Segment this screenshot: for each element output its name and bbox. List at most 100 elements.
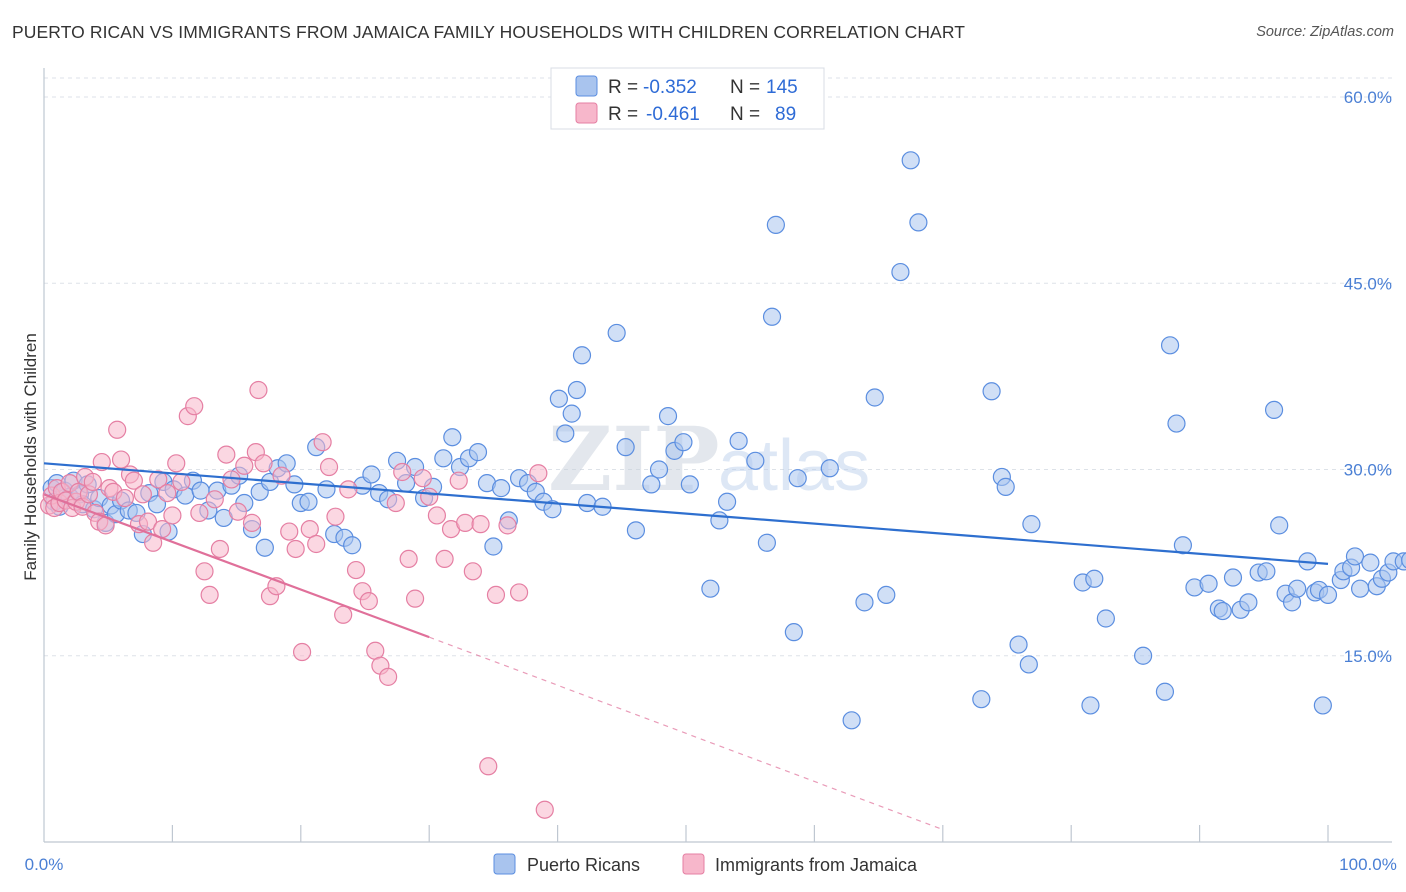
legend-item-puerto-ricans[interactable]: Puerto Ricans — [493, 853, 640, 875]
stats-r-label: R = — [608, 104, 638, 125]
point-puerto-rican — [901, 151, 920, 170]
point-puerto-rican — [1081, 696, 1100, 715]
point-puerto-rican — [1155, 682, 1175, 701]
legend-swatch-blue — [493, 853, 516, 875]
point-jamaica — [286, 539, 305, 559]
point-jamaica — [456, 513, 475, 532]
point-puerto-rican — [1270, 516, 1289, 535]
point-jamaica — [115, 488, 134, 508]
point-jamaica — [435, 549, 454, 569]
point-puerto-rican — [649, 460, 669, 479]
point-puerto-rican — [562, 404, 581, 423]
point-puerto-rican — [147, 495, 167, 514]
trend-line-jamaica-extension — [428, 636, 944, 831]
point-puerto-rican — [578, 493, 597, 513]
point-jamaica — [111, 450, 131, 469]
point-puerto-rican — [1401, 552, 1406, 569]
point-jamaica — [158, 483, 177, 503]
point-puerto-rican — [642, 475, 661, 494]
legend-swatch-blue — [575, 75, 598, 97]
point-puerto-rican — [1167, 414, 1186, 433]
point-puerto-rican — [1173, 536, 1193, 555]
point-puerto-rican — [317, 480, 336, 499]
point-puerto-rican — [701, 579, 720, 598]
point-jamaica — [200, 585, 219, 605]
y-tick-label: 60.0% — [1344, 88, 1392, 107]
point-jamaica — [319, 457, 339, 477]
point-puerto-rican — [299, 492, 318, 511]
point-jamaica — [535, 800, 554, 819]
point-jamaica — [272, 466, 291, 485]
point-jamaica — [249, 380, 268, 400]
x-tick-label-max: 100.0% — [1339, 855, 1397, 874]
point-jamaica — [242, 513, 262, 532]
trend-line-puerto-ricans — [43, 462, 1329, 565]
point-jamaica — [167, 454, 186, 473]
point-puerto-rican — [717, 492, 737, 511]
stats-n-value: 145 — [766, 77, 798, 98]
stats-legend: R = -0.352 N = 145 R = -0.461 N = 89 — [550, 67, 825, 130]
point-puerto-rican — [762, 307, 782, 326]
point-puerto-rican — [567, 380, 586, 400]
trend-lines — [43, 462, 1329, 831]
point-jamaica — [313, 433, 332, 452]
point-jamaica — [386, 493, 405, 513]
point-puerto-rican — [1009, 635, 1028, 654]
point-puerto-rican — [842, 711, 861, 730]
point-jamaica — [326, 507, 345, 526]
point-jamaica — [172, 472, 191, 492]
point-puerto-rican — [1313, 696, 1332, 715]
point-puerto-rican — [729, 431, 748, 451]
point-puerto-rican — [468, 443, 488, 462]
point-puerto-rican — [1345, 547, 1365, 566]
point-jamaica — [486, 585, 506, 605]
y-tick-label: 45.0% — [1344, 274, 1392, 293]
point-jamaica — [92, 452, 111, 472]
point-jamaica — [399, 549, 418, 569]
stats-r-label: R = — [608, 77, 638, 98]
point-puerto-rican — [1318, 585, 1338, 605]
point-puerto-rican — [1096, 609, 1115, 628]
point-jamaica — [359, 592, 378, 611]
point-puerto-rican — [746, 451, 765, 470]
point-jamaica — [420, 487, 439, 506]
point-puerto-rican — [362, 465, 381, 484]
trend-line-jamaica — [43, 493, 430, 639]
point-puerto-rican — [680, 475, 699, 494]
point-puerto-rican — [865, 388, 884, 407]
point-puerto-rican — [1361, 553, 1380, 572]
point-puerto-rican — [784, 623, 803, 642]
point-jamaica — [307, 534, 326, 554]
point-puerto-rican — [766, 215, 785, 234]
point-jamaica — [463, 562, 482, 581]
point-jamaica — [449, 471, 468, 490]
point-puerto-rican — [1223, 568, 1243, 587]
point-puerto-rican — [1213, 601, 1232, 621]
point-puerto-rican — [982, 382, 1001, 401]
point-puerto-rican — [626, 521, 646, 540]
x-tick-label-min: 0.0% — [25, 855, 64, 874]
point-puerto-rican — [1257, 562, 1276, 581]
point-puerto-rican — [788, 469, 807, 488]
point-puerto-rican — [996, 477, 1015, 496]
point-puerto-rican — [674, 433, 693, 452]
source-credit[interactable]: Source: ZipAtlas.com — [1256, 24, 1394, 40]
point-puerto-rican — [1085, 569, 1104, 588]
point-puerto-rican — [434, 449, 453, 468]
point-jamaica — [379, 667, 398, 686]
legend-item-jamaica[interactable]: Immigrants from Jamaica — [682, 853, 918, 875]
point-puerto-rican — [443, 428, 462, 447]
legend-label-jamaica: Immigrants from Jamaica — [715, 855, 918, 875]
point-jamaica — [210, 539, 230, 559]
point-puerto-rican — [1350, 579, 1370, 598]
point-puerto-rican — [1134, 646, 1153, 665]
point-puerto-rican — [658, 407, 678, 426]
series-jamaica-points — [40, 380, 554, 819]
stats-row-puerto-ricans: R = -0.352 N = 145 — [575, 75, 798, 98]
point-puerto-rican — [343, 536, 362, 555]
point-puerto-rican — [1022, 515, 1041, 534]
stats-r-value: -0.461 — [646, 104, 700, 125]
point-jamaica — [133, 485, 152, 504]
point-jamaica — [498, 516, 517, 535]
